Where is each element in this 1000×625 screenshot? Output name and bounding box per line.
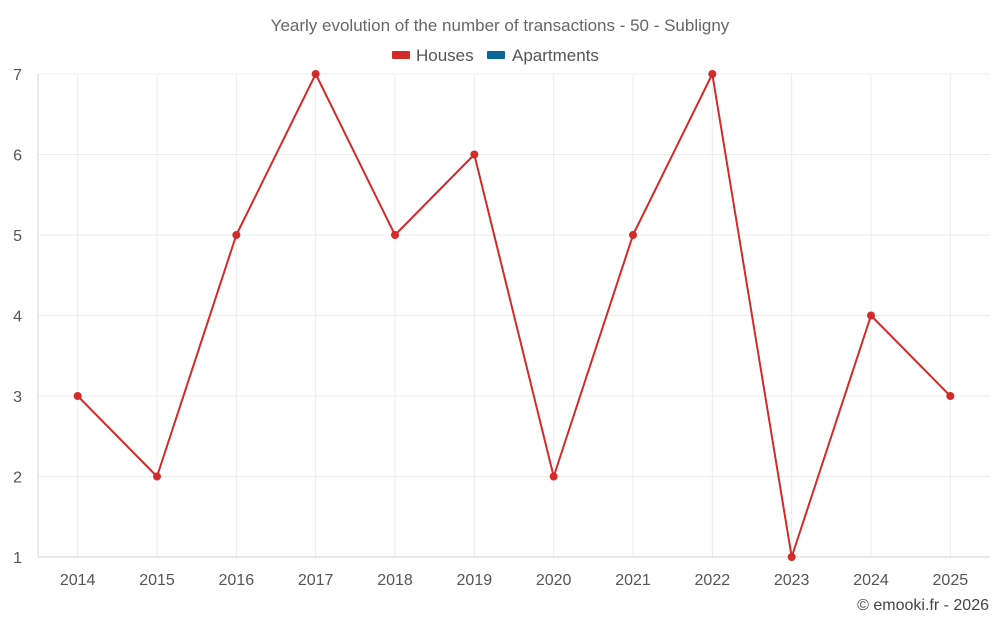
- legend-swatch-houses: [392, 51, 410, 59]
- y-tick-label-7: 7: [13, 67, 22, 84]
- x-tick-label-2024: 2024: [853, 572, 889, 589]
- x-tick-label-2023: 2023: [774, 572, 810, 589]
- y-tick-label-6: 6: [13, 148, 22, 165]
- y-axis-ticks: 1 2 3 4 5 6 7: [13, 67, 22, 567]
- data-point-houses-2025[interactable]: [946, 392, 955, 400]
- x-tick-label-2020: 2020: [536, 572, 572, 589]
- data-point-houses-2015[interactable]: [153, 472, 161, 481]
- data-point-houses-2017[interactable]: [311, 70, 320, 78]
- data-point-houses-2014[interactable]: [73, 392, 82, 400]
- credit-text: © emooki.fr - 2026: [857, 597, 989, 614]
- x-tick-label-2021: 2021: [615, 572, 651, 589]
- y-tick-label-4: 4: [13, 309, 22, 326]
- x-tick-label-2019: 2019: [457, 572, 493, 589]
- axes: [37, 74, 990, 558]
- x-tick-label-2017: 2017: [298, 572, 334, 589]
- data-point-houses-2020[interactable]: [549, 472, 558, 481]
- x-tick-label-2018: 2018: [377, 572, 413, 589]
- legend-swatch-apartments: [487, 51, 505, 59]
- x-axis-ticks: 2014 2015 2016 2017 2018 2019 2020 2021 2022 2023…: [60, 572, 968, 589]
- legend: Houses Apartments: [392, 46, 599, 65]
- y-tick-label-2: 2: [13, 470, 22, 487]
- x-tick-label-2015: 2015: [139, 572, 175, 589]
- data-point-houses-2016[interactable]: [232, 231, 241, 239]
- data-point-houses-2022[interactable]: [708, 70, 717, 78]
- series-line-houses: [76, 73, 952, 558]
- data-point-houses-2024[interactable]: [867, 311, 875, 320]
- y-tick-label-1: 1: [13, 550, 22, 567]
- data-point-houses-2019[interactable]: [470, 150, 479, 159]
- chart-title: Yearly evolution of the number of transa…: [271, 16, 730, 35]
- data-point-houses-2021[interactable]: [629, 231, 637, 239]
- x-tick-label-2014: 2014: [60, 572, 96, 589]
- y-tick-label-3: 3: [13, 389, 22, 406]
- x-tick-label-2025: 2025: [933, 572, 969, 589]
- x-tick-label-2016: 2016: [219, 572, 255, 589]
- series-group: [73, 70, 955, 561]
- legend-label-houses[interactable]: Houses: [416, 46, 474, 65]
- data-point-houses-2023[interactable]: [787, 553, 796, 561]
- x-tick-label-2022: 2022: [695, 572, 731, 589]
- y-tick-label-5: 5: [13, 228, 22, 245]
- legend-label-apartments[interactable]: Apartments: [512, 46, 599, 65]
- data-point-houses-2018[interactable]: [391, 231, 399, 239]
